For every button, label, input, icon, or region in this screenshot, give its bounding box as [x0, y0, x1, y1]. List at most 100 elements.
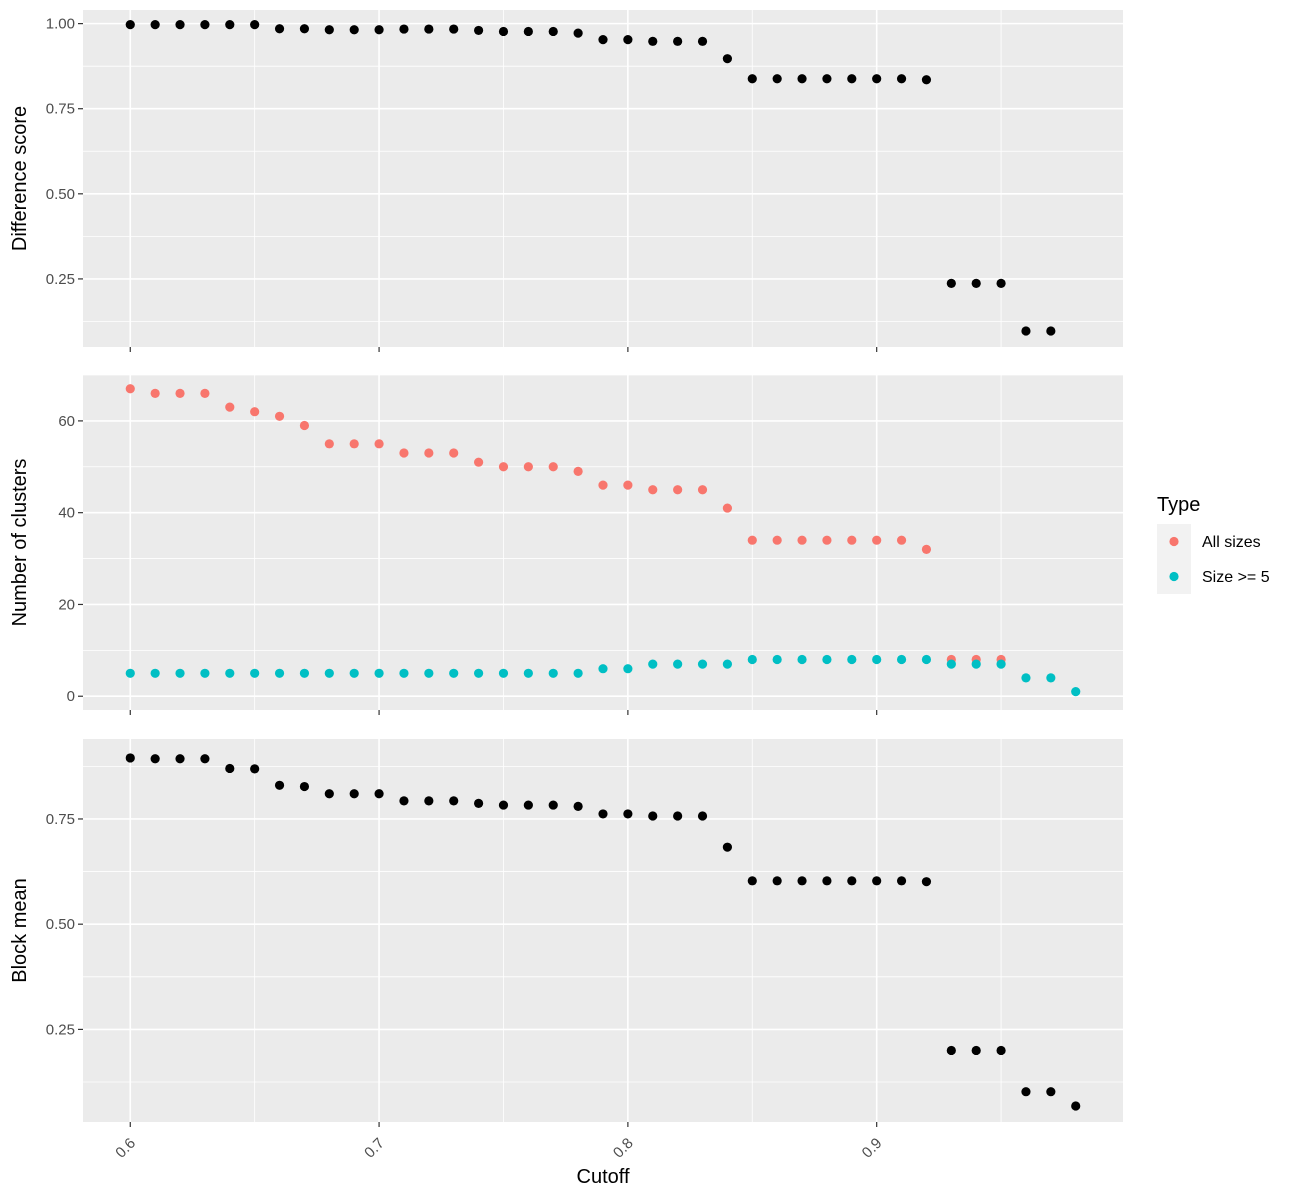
data-point — [573, 668, 583, 678]
data-point — [896, 876, 907, 886]
data-point — [548, 668, 558, 678]
y-tick-label: 0.75 — [46, 101, 75, 118]
data-point — [125, 668, 135, 678]
data-point — [523, 26, 533, 37]
data-point — [299, 668, 310, 678]
data-point — [374, 668, 384, 678]
data-point — [150, 388, 160, 398]
data-point — [673, 485, 683, 495]
data-point — [225, 763, 235, 774]
data-point — [921, 877, 932, 887]
data-point — [673, 36, 683, 46]
data-point — [797, 535, 807, 545]
panel-background — [83, 739, 1123, 1122]
data-point — [274, 411, 285, 421]
data-point — [150, 754, 160, 764]
data-point — [175, 668, 185, 678]
data-point — [449, 448, 459, 458]
data-point — [747, 876, 757, 886]
data-point — [299, 420, 310, 431]
data-point — [697, 36, 708, 46]
data-point — [498, 26, 509, 37]
data-point — [697, 811, 708, 821]
data-point — [299, 781, 310, 792]
data-point — [847, 74, 857, 84]
data-point — [548, 462, 558, 472]
data-point — [473, 798, 484, 808]
data-point — [225, 402, 235, 412]
data-point — [896, 654, 907, 665]
data-point — [473, 25, 484, 36]
data-point — [1021, 673, 1031, 683]
panel-background — [83, 375, 1123, 710]
data-point — [324, 789, 334, 799]
data-point — [349, 439, 359, 449]
data-point — [648, 811, 658, 821]
data-point — [424, 796, 434, 806]
data-point — [548, 800, 558, 810]
data-point — [175, 388, 185, 398]
data-point — [648, 36, 658, 46]
data-point — [374, 439, 384, 449]
data-point — [648, 659, 658, 669]
data-point — [449, 24, 459, 34]
data-point — [1071, 1101, 1081, 1111]
data-point — [523, 462, 533, 472]
data-point — [598, 809, 608, 819]
data-point — [822, 876, 832, 886]
y-tick-label: 0 — [67, 688, 75, 705]
data-point — [1046, 1087, 1056, 1097]
data-point — [523, 668, 533, 678]
data-point — [449, 668, 459, 678]
data-point — [772, 876, 782, 886]
data-point — [797, 876, 807, 886]
data-point — [125, 753, 135, 763]
data-point — [872, 654, 882, 665]
data-point — [598, 480, 608, 490]
data-point — [274, 668, 285, 678]
data-point — [250, 407, 260, 417]
data-point — [697, 485, 708, 495]
data-point — [473, 668, 484, 678]
series-points — [125, 753, 1081, 1111]
y-tick-label: 0.25 — [46, 271, 75, 288]
data-point — [747, 654, 757, 665]
legend-label: All sizes — [1202, 534, 1261, 551]
data-point — [399, 448, 409, 458]
panel-background — [83, 10, 1123, 347]
y-tick-label: 20 — [58, 596, 75, 613]
data-point — [1021, 1087, 1031, 1097]
data-point — [250, 764, 260, 774]
data-point — [274, 780, 285, 790]
data-point — [200, 754, 210, 764]
data-point — [399, 668, 409, 678]
data-point — [424, 448, 434, 458]
data-point — [125, 20, 135, 30]
data-point — [847, 654, 857, 665]
data-point — [971, 278, 981, 288]
data-point — [200, 668, 210, 678]
data-point — [573, 466, 583, 476]
data-point — [822, 74, 832, 84]
data-point — [349, 25, 359, 35]
panel-block-mean: 0.25 0.50 0.75 Block mean — [9, 739, 1123, 1127]
data-point — [225, 668, 235, 678]
y-tick-label: 1.00 — [46, 16, 75, 33]
series-size-5 — [125, 654, 1081, 697]
data-point — [673, 659, 683, 669]
y-tick-label: 0.50 — [46, 186, 75, 203]
data-point — [623, 35, 633, 45]
y-tick-label: 0.75 — [46, 811, 75, 828]
data-point — [150, 20, 160, 30]
data-point — [449, 796, 459, 806]
data-point — [872, 74, 882, 84]
data-point — [175, 754, 185, 764]
legend-marker — [1169, 536, 1179, 547]
data-point — [971, 1045, 981, 1056]
data-point — [473, 457, 484, 467]
data-point — [200, 388, 210, 398]
legend-label: Size >= 5 — [1202, 569, 1270, 586]
x-axis-title: Cutoff — [577, 1166, 630, 1188]
data-point — [299, 24, 310, 34]
data-point — [872, 535, 882, 545]
